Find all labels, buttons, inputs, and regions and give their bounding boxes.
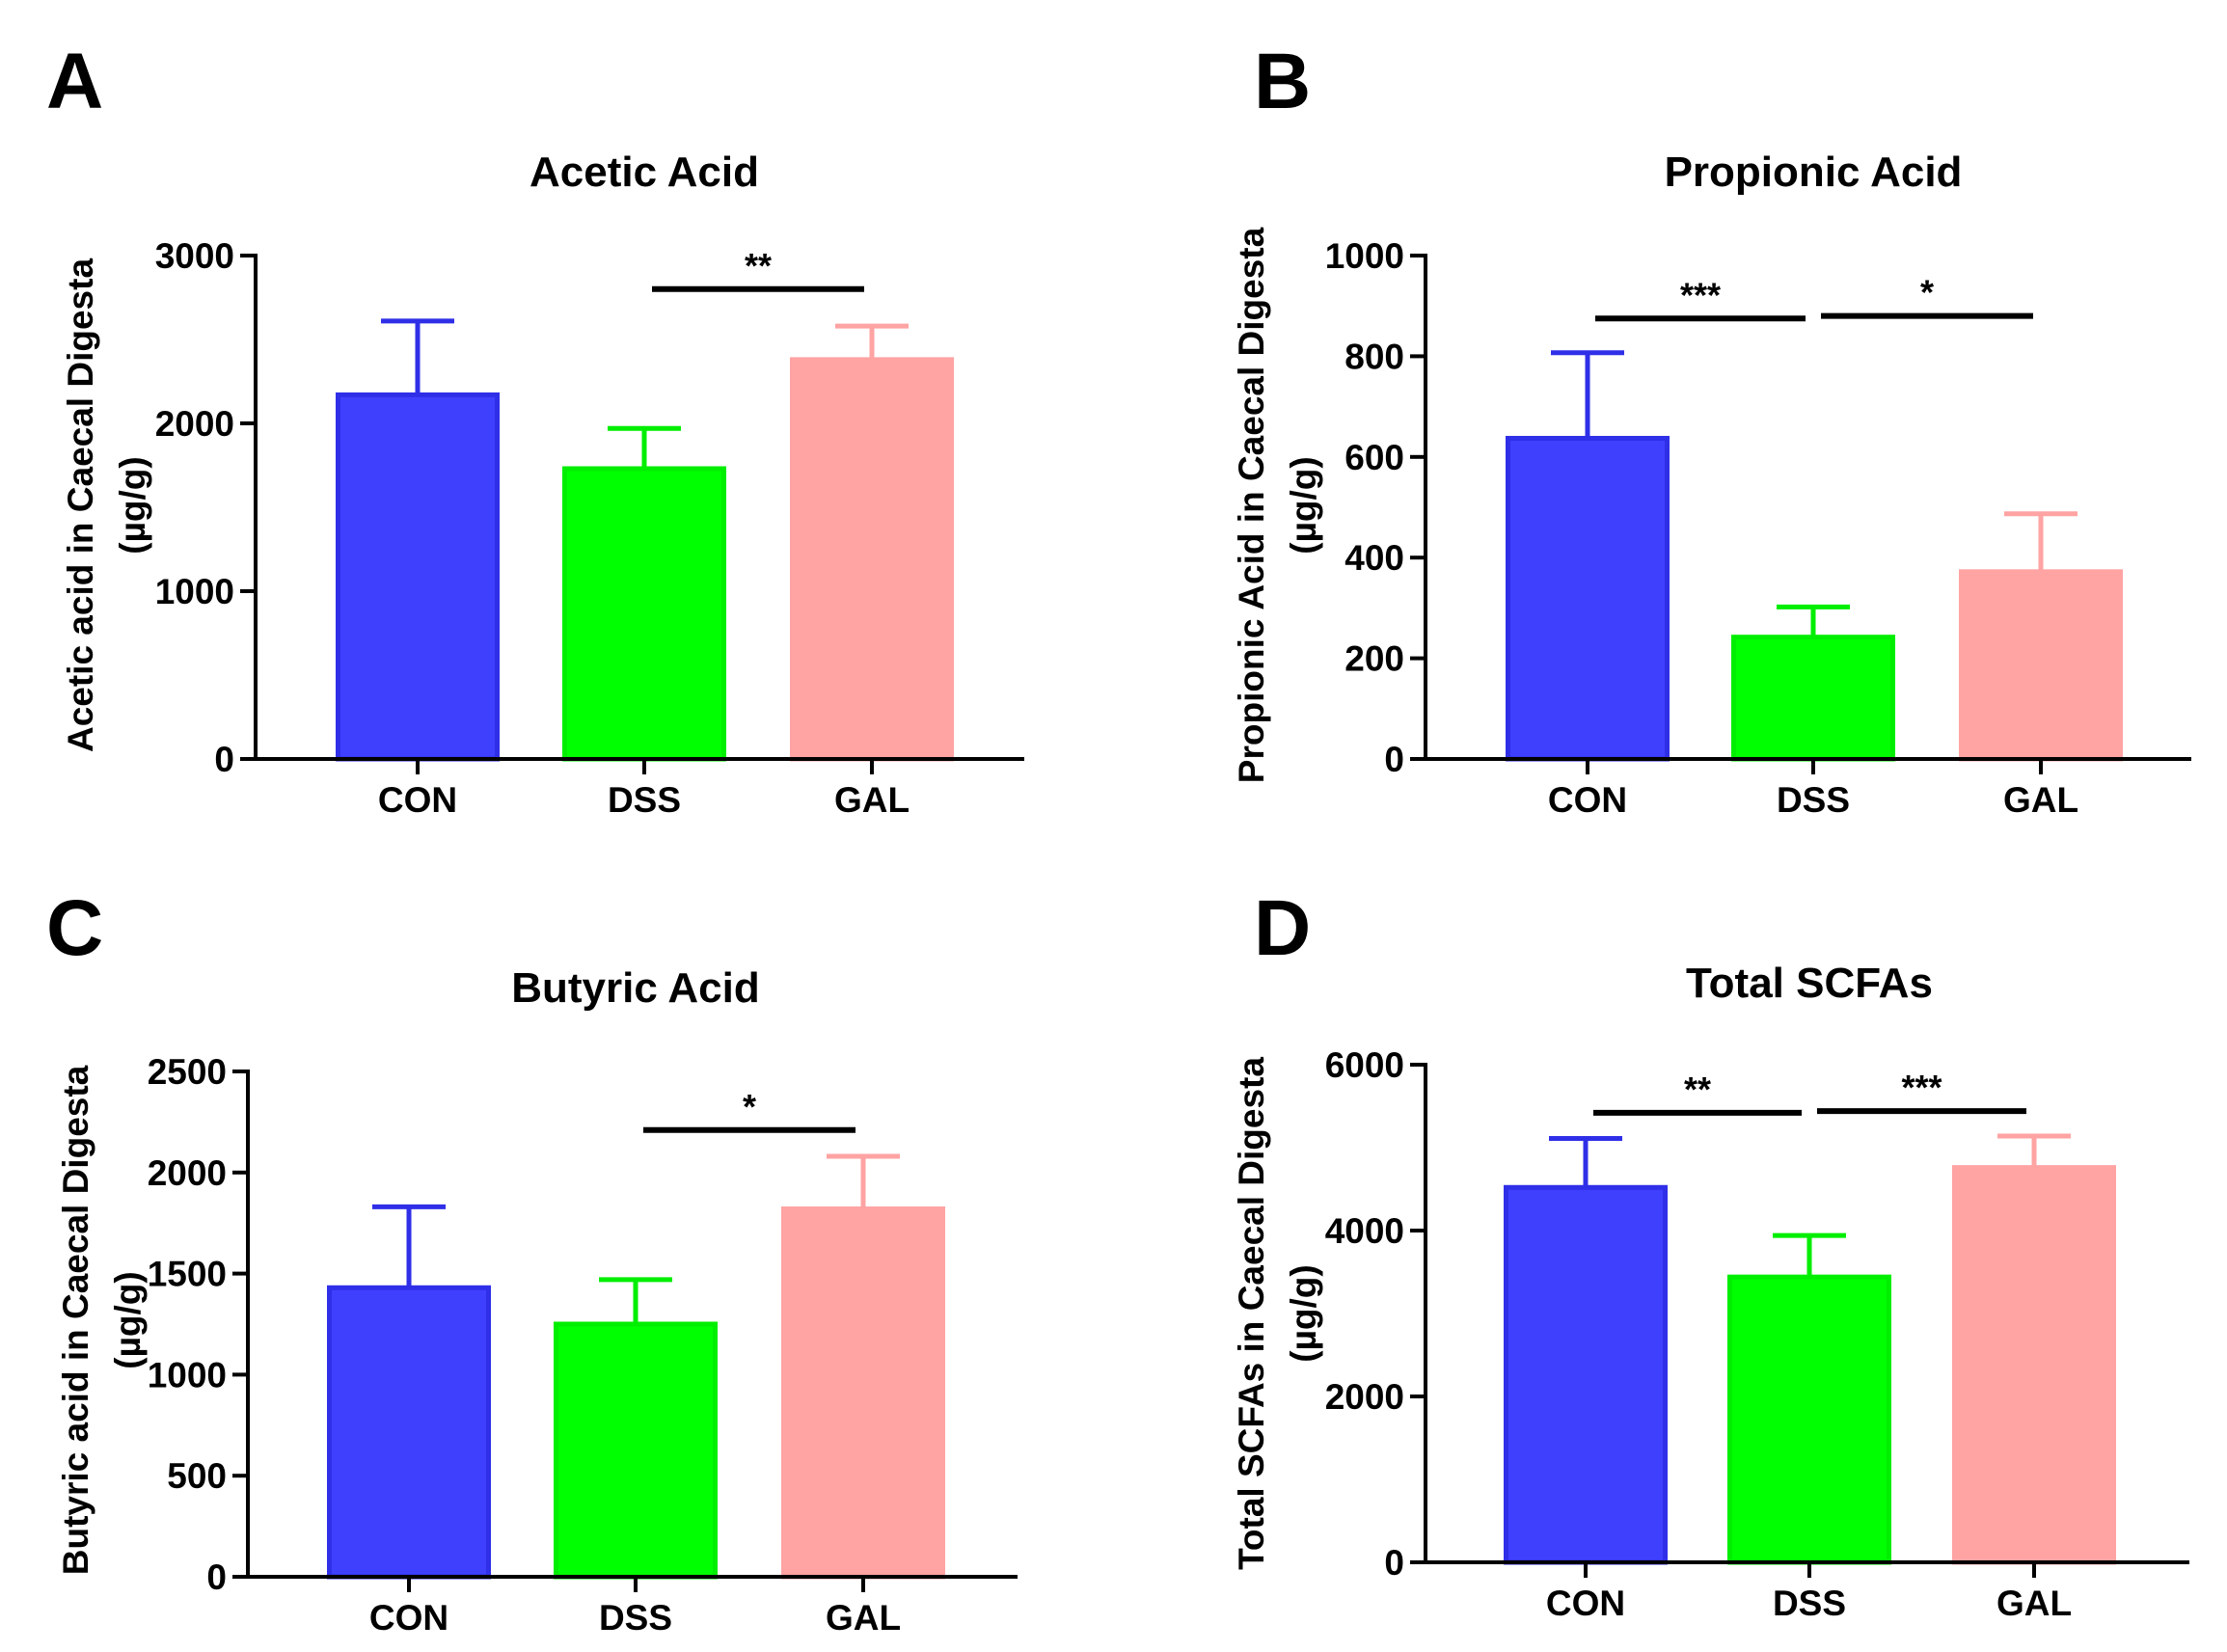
y-axis-label-c-line2: (µg/g)	[108, 1271, 148, 1368]
y-tick-label-b-600: 600	[1344, 438, 1404, 477]
bar-b-dss	[1731, 635, 1895, 762]
bar-c-dss	[554, 1321, 718, 1580]
y-tick-label-b-800: 800	[1344, 337, 1404, 376]
plot-area-a: 0 1000 2000 3000 CON DSS GAL **	[155, 236, 1024, 820]
y-tick-label-a-3000: 3000	[155, 236, 234, 276]
y-tick-label-d-4000: 4000	[1325, 1211, 1404, 1251]
bar-c-con	[327, 1285, 491, 1580]
y-axis-label-d-line2: (µg/g)	[1284, 1264, 1323, 1362]
bar-b-gal	[1959, 569, 2123, 762]
panel-a: A Acetic Acid Acetic acid in Caecal Dige…	[46, 38, 1024, 820]
y-axis-label-a-line2: (µg/g)	[113, 456, 152, 554]
bar-c-gal	[781, 1206, 945, 1580]
y-tick-label-b-1000: 1000	[1325, 236, 1404, 276]
x-tick-label-d-gal: GAL	[1996, 1584, 2072, 1623]
y-tick-label-c-500: 500	[167, 1456, 227, 1496]
bar-d-gal	[1952, 1165, 2116, 1565]
chart-title-b: Propionic Acid	[1665, 149, 1963, 196]
significance-label-c-0: *	[743, 1087, 756, 1126]
y-axis-label-c-line1: Butyric acid in Caecal Digesta	[56, 1065, 95, 1575]
x-tick-label-a-con: CON	[378, 780, 457, 820]
significance-label-d-1: ***	[1901, 1068, 1942, 1107]
y-tick-label-d-2000: 2000	[1325, 1377, 1404, 1417]
x-tick-label-d-dss: DSS	[1773, 1584, 1846, 1623]
x-tick-label-a-dss: DSS	[608, 780, 681, 820]
significance-label-a-0: **	[745, 246, 772, 285]
chart-title-c: Butyric Acid	[511, 964, 760, 1012]
significance-label-b-1: *	[1920, 273, 1934, 312]
panel-letter-c: C	[46, 884, 103, 972]
x-tick-label-b-dss: DSS	[1777, 780, 1850, 820]
bar-a-gal	[790, 357, 954, 762]
bar-b-con	[1506, 435, 1670, 762]
chart-title-d: Total SCFAs	[1686, 960, 1933, 1007]
y-tick-label-d-6000: 6000	[1325, 1045, 1404, 1085]
x-tick-label-c-dss: DSS	[599, 1598, 672, 1638]
y-tick-label-c-0: 0	[206, 1557, 227, 1597]
y-tick-label-a-0: 0	[214, 740, 234, 779]
y-tick-label-d-0: 0	[1384, 1543, 1404, 1583]
panel-letter-b: B	[1254, 38, 1311, 125]
y-axis-label-b-line1: Propionic Acid in Caecal Digesta	[1232, 227, 1271, 783]
bar-d-dss	[1727, 1274, 1891, 1565]
significance-label-d-0: **	[1684, 1070, 1711, 1109]
y-tick-label-c-1500: 1500	[148, 1255, 227, 1294]
x-tick-label-b-gal: GAL	[2003, 780, 2078, 820]
x-tick-label-d-con: CON	[1546, 1584, 1625, 1623]
y-tick-label-a-2000: 2000	[155, 404, 234, 444]
y-tick-label-a-1000: 1000	[155, 572, 234, 611]
x-tick-label-b-con: CON	[1548, 780, 1627, 820]
panel-b: B Propionic Acid Propionic Acid in Caeca…	[1232, 38, 2191, 820]
panel-letter-d: D	[1254, 884, 1311, 972]
significance-label-b-0: ***	[1680, 275, 1721, 314]
x-tick-label-a-gal: GAL	[834, 780, 910, 820]
panel-c: C Butyric Acid Butyric acid in Caecal Di…	[46, 884, 1018, 1638]
panel-letter-a: A	[46, 38, 103, 125]
y-tick-label-b-400: 400	[1344, 538, 1404, 578]
x-tick-label-c-con: CON	[369, 1598, 448, 1638]
y-tick-label-b-200: 200	[1344, 639, 1404, 679]
y-axis-label-d-line1: Total SCFAs in Caecal Digesta	[1232, 1057, 1271, 1570]
bar-d-con	[1504, 1184, 1668, 1565]
bar-a-con	[336, 392, 500, 762]
chart-title-a: Acetic Acid	[530, 149, 759, 196]
bar-a-dss	[562, 466, 726, 762]
x-tick-label-c-gal: GAL	[826, 1598, 901, 1638]
y-axis-label-b-line2: (µg/g)	[1284, 456, 1323, 554]
y-tick-label-c-2500: 2500	[148, 1052, 227, 1092]
y-tick-label-b-0: 0	[1384, 740, 1404, 779]
plot-area-c: 0 500 1000 1500 2000 2500 CON DSS GAL *	[148, 1052, 1018, 1638]
y-tick-label-c-1000: 1000	[148, 1355, 227, 1395]
y-tick-label-c-2000: 2000	[148, 1153, 227, 1193]
y-axis-label-a-line1: Acetic acid in Caecal Digesta	[61, 258, 100, 752]
panel-d: D Total SCFAs Total SCFAs in Caecal Dige…	[1232, 884, 2189, 1623]
